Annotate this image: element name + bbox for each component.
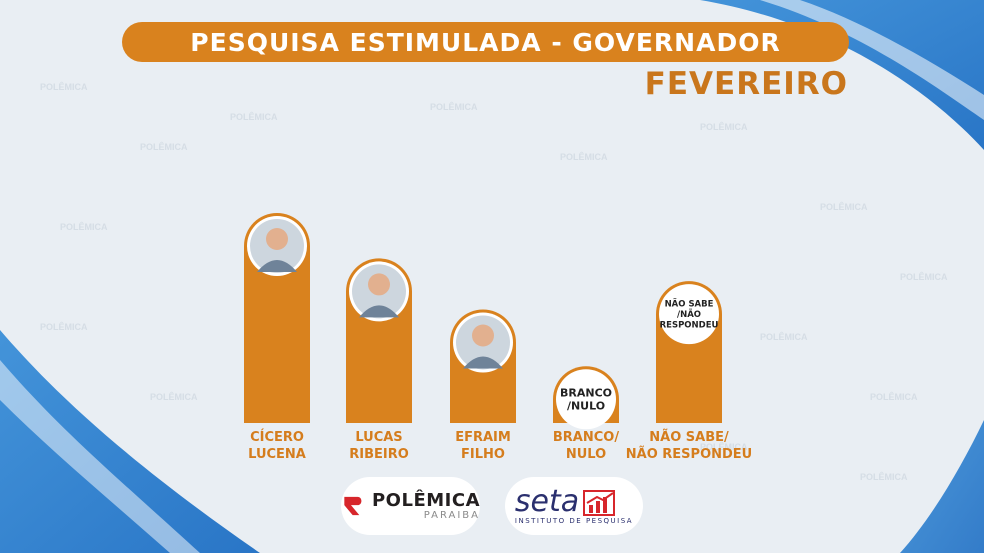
svg-text:POLÊMICA: POLÊMICA [870,391,918,402]
category-label-line: NÃO SABE/ [649,430,729,445]
svg-text:POLÊMICA: POLÊMICA [700,121,748,132]
category-label-line: CÍCERO [250,430,304,445]
candidate-face [266,228,288,250]
svg-text:POLÊMICA: POLÊMICA [900,271,948,282]
chart-subtitle: FEVEREIRO [644,66,848,102]
polemica-logo-sub: PARAIBA [423,509,480,521]
chart-title: PESQUISA ESTIMULADA - GOVERNADOR [122,22,849,62]
svg-text:POLÊMICA: POLÊMICA [820,201,868,212]
badge-text: /NÃO [677,309,701,320]
svg-text:POLÊMICA: POLÊMICA [150,391,198,402]
category-label: EFRAIM FILHO [413,429,553,463]
svg-text:POLÊMICA: POLÊMICA [40,81,88,92]
seta-logo: seta INSTITUTO DE PESQUISA [505,477,643,535]
svg-text:POLÊMICA: POLÊMICA [60,221,108,232]
seta-logo-name: seta [514,484,580,519]
polemica-logo: POLÊMICA PARAIBA [341,477,480,535]
badge-text: BRANCO [560,386,612,399]
bar-group [346,258,412,423]
candidate-face [472,324,494,347]
svg-text:POLÊMICA: POLÊMICA [860,471,908,482]
bar-badge [659,284,719,345]
category-label-line: EFRAIM [455,430,511,445]
badge-text: NÃO SABE [665,298,714,309]
category-label-line: NULO [565,447,607,462]
bar-group [244,213,310,423]
svg-text:POLÊMICA: POLÊMICA [430,101,478,112]
candidate-face [368,273,390,296]
candidate-body [463,356,503,369]
polemica-logo-name: POLÊMICA [371,489,480,511]
category-label-line: FILHO [461,447,505,462]
svg-text:POLÊMICA: POLÊMICA [140,141,188,152]
svg-text:POLÊMICA: POLÊMICA [560,151,608,162]
category-label-line: BRANCO/ [552,430,620,445]
bar-badge [556,369,616,430]
badge-text: RESPONDEU [660,320,719,330]
svg-text:POLÊMICA: POLÊMICA [230,111,278,122]
seta-logo-sub: INSTITUTO DE PESQUISA [514,517,634,525]
bar-group: BRANCO/NULO [553,366,619,430]
category-label: BRANCO/NULO [516,429,656,463]
category-label: CÍCERO LUCENA [207,429,347,463]
category-label: LUCAS RIBEIRO [309,429,449,463]
svg-text:POLÊMICA: POLÊMICA [40,321,88,332]
candidate-body [257,260,297,272]
category-label-line: NÃO RESPONDEU [625,447,753,462]
category-label: NÃO SABE/NÃO RESPONDEU [619,429,759,463]
category-label-line: RIBEIRO [349,447,409,462]
bar-group [450,309,516,423]
bar-chart-arrow-icon [583,490,616,516]
candidate-body [359,305,399,318]
svg-text:POLÊMICA: POLÊMICA [700,441,748,452]
category-label-line: LUCENA [248,447,306,462]
badge-text: /NULO [567,399,605,412]
polemica-logo-icon [344,496,362,516]
category-label-line: LUCAS [355,430,403,445]
svg-text:POLÊMICA: POLÊMICA [760,331,808,342]
